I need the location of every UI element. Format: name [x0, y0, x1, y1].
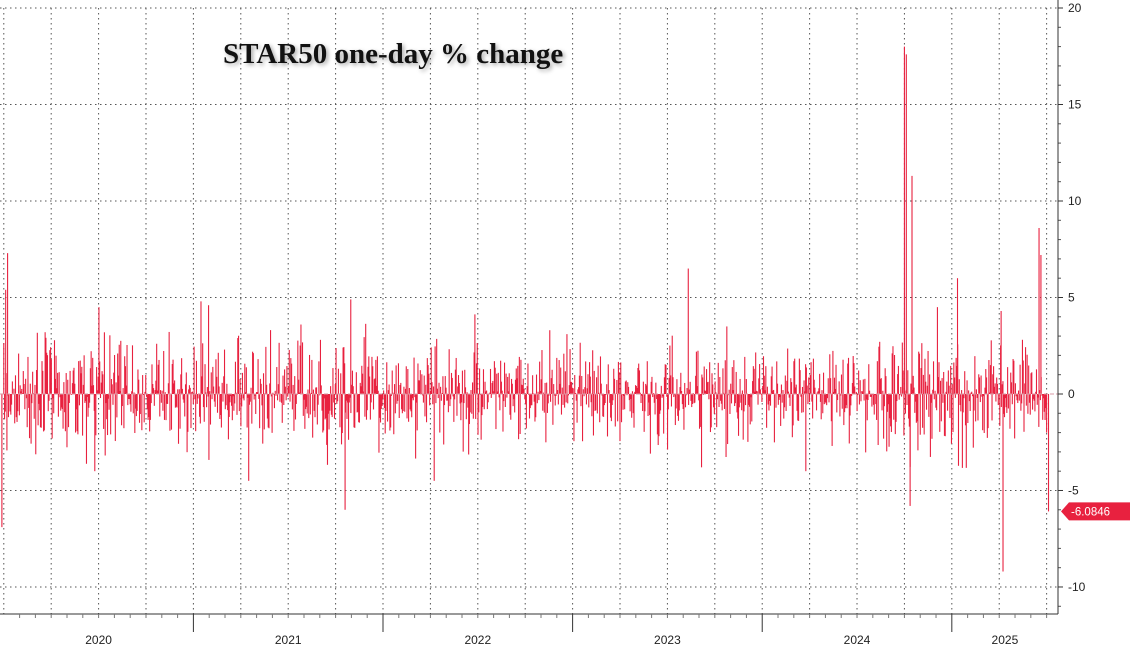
y-tick-label: 20 — [1068, 1, 1082, 15]
y-tick-label: 5 — [1068, 290, 1075, 304]
chart-title: STAR50 one-day % change — [223, 38, 563, 70]
y-tick-label: 0 — [1068, 387, 1075, 401]
title-layer: STAR50 one-day % change — [223, 38, 563, 70]
axis-layer: 20 15 10 5 0 -5 -10 2020 2021 2022 2023 2024 2025 — [0, 0, 1086, 646]
x-year-label: 2024 — [844, 633, 871, 646]
last-value-badge: -6.0846 — [1061, 502, 1130, 521]
x-year-label: 2025 — [992, 633, 1019, 646]
y-tick-label: 10 — [1068, 194, 1082, 208]
bars-layer — [1, 46, 1050, 572]
x-year-label: 2020 — [85, 633, 112, 646]
y-tick-label: -10 — [1068, 580, 1086, 594]
grid-layer — [0, 7, 1058, 614]
last-value-label: -6.0846 — [1071, 506, 1110, 518]
x-year-label: 2021 — [275, 633, 302, 646]
y-tick-label: -5 — [1068, 483, 1079, 497]
x-year-label: 2022 — [464, 633, 491, 646]
last-value-badge-bg — [1061, 502, 1130, 521]
x-year-label: 2023 — [654, 633, 681, 646]
y-tick-label: 15 — [1068, 97, 1082, 111]
